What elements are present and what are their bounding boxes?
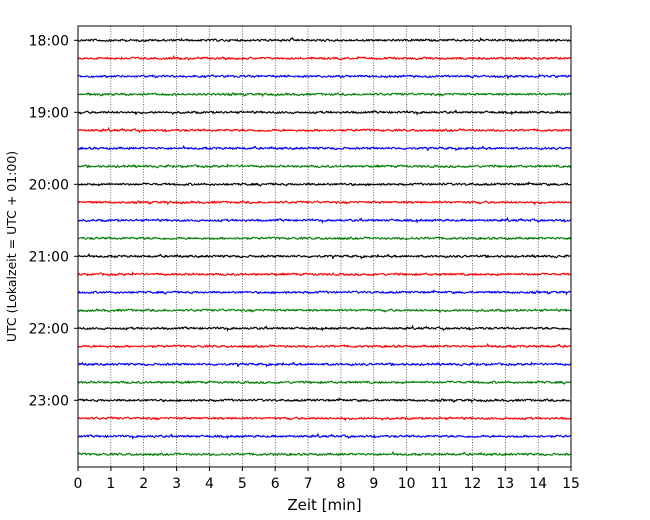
trace-1815 (77, 54, 572, 61)
x-tick-label: 13 (496, 476, 514, 492)
x-tick-label: 1 (106, 476, 115, 492)
trace-2330 (77, 432, 572, 440)
trace-2315 (77, 416, 572, 422)
y-tick-label: 20:00 (29, 177, 69, 193)
trace-1945 (77, 163, 572, 169)
trace-2045 (77, 236, 572, 241)
x-tick-label: 14 (529, 476, 547, 492)
trace-2230 (77, 361, 572, 368)
trace-2300 (77, 397, 572, 404)
x-axis-label: Zeit [min] (287, 496, 361, 514)
y-tick-label: 21:00 (29, 249, 69, 265)
x-axis-ticks: 0 1 2 3 4 5 6 7 8 9 10 11 12 13 14 15 (74, 467, 580, 492)
seismic-traces (77, 36, 572, 457)
trace-1915 (77, 126, 572, 134)
x-tick-label: 8 (336, 476, 345, 492)
x-tick-label: 12 (463, 476, 481, 492)
trace-2245 (77, 380, 572, 385)
trace-2345 (77, 450, 572, 457)
x-tick-label: 5 (238, 476, 247, 492)
y-axis-label: UTC (Lokalzeit = UTC + 01:00) (4, 151, 19, 342)
y-tick-label: 19:00 (29, 105, 69, 121)
trace-2115 (77, 271, 572, 277)
trace-2030 (77, 216, 572, 224)
trace-1930 (77, 144, 572, 152)
trace-2015 (77, 200, 572, 206)
trace-2145 (77, 308, 572, 314)
trace-2200 (77, 324, 572, 332)
y-tick-label: 22:00 (29, 321, 69, 337)
x-tick-label: 7 (304, 476, 313, 492)
x-tick-label: 15 (562, 476, 580, 492)
x-tick-label: 0 (74, 476, 83, 492)
y-tick-label: 23:00 (29, 393, 69, 409)
x-tick-label: 4 (205, 476, 214, 492)
x-tick-label: 11 (431, 476, 449, 492)
trace-1800 (77, 36, 572, 43)
grid-lines (110, 26, 539, 467)
y-axis-ticks: 18:00 19:00 20:00 21:00 22:00 23:00 (29, 33, 78, 409)
trace-2000 (77, 181, 572, 187)
trace-2215 (77, 342, 572, 349)
x-tick-label: 6 (271, 476, 280, 492)
trace-2130 (77, 289, 572, 296)
x-tick-label: 2 (139, 476, 148, 492)
y-tick-label: 18:00 (29, 33, 69, 49)
trace-1900 (77, 109, 572, 116)
x-tick-label: 10 (398, 476, 416, 492)
x-tick-label: 3 (172, 476, 181, 492)
trace-2100 (77, 252, 572, 260)
trace-1830 (77, 73, 572, 80)
trace-1845 (77, 92, 572, 98)
x-tick-label: 9 (369, 476, 378, 492)
plot-frame (77, 25, 572, 468)
